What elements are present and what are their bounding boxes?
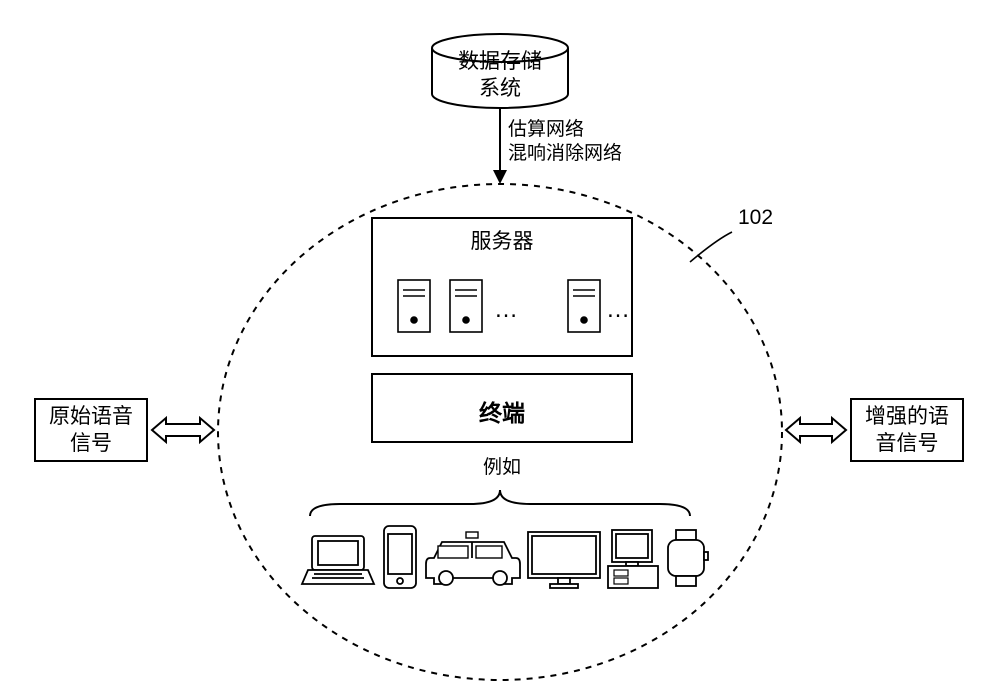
device-icons xyxy=(302,526,708,588)
left-io-arrow xyxy=(152,418,214,442)
server-tower-icon xyxy=(450,280,482,332)
terminal-sublabel: 例如 xyxy=(372,456,632,481)
monitor-icon xyxy=(528,532,600,588)
car-icon xyxy=(426,532,520,585)
left-io-box: 原始语音 信号 xyxy=(34,398,148,462)
devices-brace xyxy=(310,490,690,516)
connector-top xyxy=(493,108,507,184)
right-io-box: 增强的语 音信号 xyxy=(850,398,964,462)
diagram-svg xyxy=(0,0,1000,688)
left-io-label: 原始语音 信号 xyxy=(49,403,133,458)
watch-icon xyxy=(668,530,708,586)
right-io-arrow xyxy=(786,418,846,442)
laptop-icon xyxy=(302,536,374,584)
terminal-label: 终端 xyxy=(372,394,632,428)
ref-102-label: 102 xyxy=(738,204,773,231)
connector-label-2: 混响消除网络 xyxy=(508,142,622,167)
desktop-icon xyxy=(608,530,658,588)
server-tower-icon xyxy=(398,280,430,332)
server-ellipsis-2: … xyxy=(606,296,632,324)
server-ellipsis-1: … xyxy=(494,296,520,324)
ref-102-leader xyxy=(690,232,732,262)
phone-icon xyxy=(384,526,416,588)
right-io-label: 增强的语 音信号 xyxy=(865,403,949,458)
storage-label: 数据存储 系统 xyxy=(454,48,546,103)
server-label: 服务器 xyxy=(372,228,632,255)
server-tower-icon xyxy=(568,280,600,332)
connector-label-1: 估算网络 xyxy=(508,118,584,143)
